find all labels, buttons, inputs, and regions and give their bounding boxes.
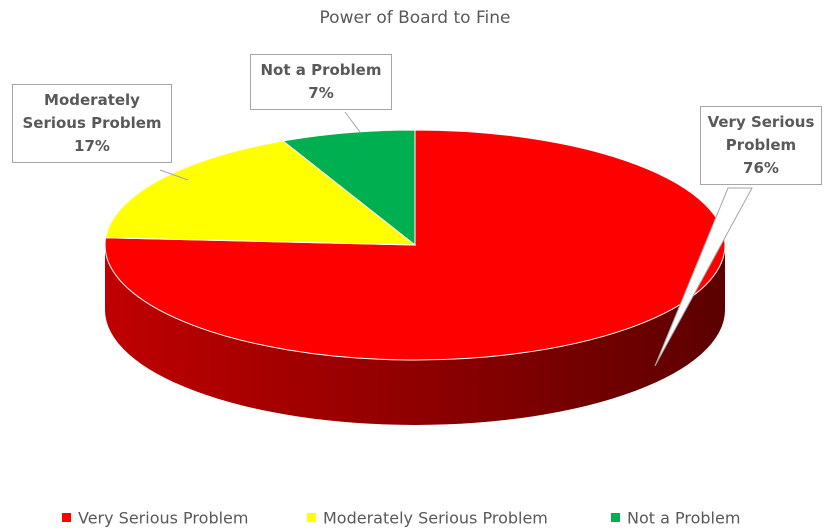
label-value: 7% [308,84,334,102]
pie [104,129,726,425]
leaders [159,111,753,367]
legend-swatch [62,513,71,522]
label-category: Very Serious Problem [707,113,815,154]
label-category: Not a Problem [260,61,382,79]
legend: Very Serious Problem Moderately Serious P… [62,509,740,528]
label-value: 17% [74,137,110,155]
data-label: Moderately Serious Problem 17% [12,84,172,163]
slice-side [105,245,725,425]
legend-swatch [611,513,620,522]
chart-title: Power of Board to Fine [320,8,511,28]
data-label: Very Serious Problem 76% [700,106,822,185]
legend-swatch [307,513,316,522]
label-category: Moderately Serious Problem [22,91,162,132]
leader-line [654,187,753,367]
legend-label: Very Serious Problem [78,509,248,528]
slice [281,129,416,247]
legend-label: Not a Problem [627,509,740,528]
leader-line [159,169,189,181]
legend-label: Moderately Serious Problem [323,509,548,528]
slice [105,140,417,246]
label-value: 76% [743,159,779,177]
data-label: Not a Problem 7% [250,54,392,110]
leader-line [344,111,361,133]
